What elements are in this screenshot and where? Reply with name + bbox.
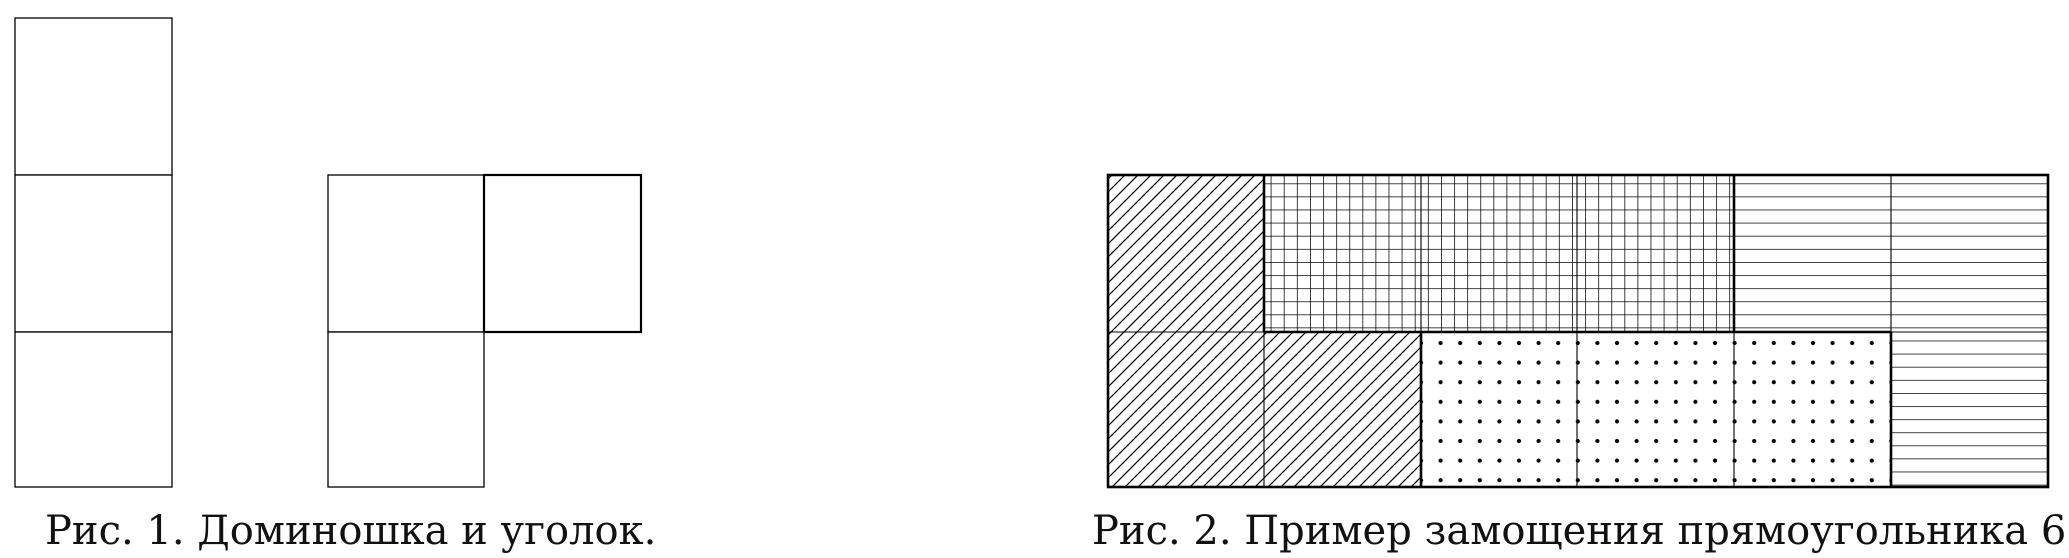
corner-cell: [482, 173, 643, 334]
figure-2: Рис. 2. Пример замощения прямоугольника …: [1092, 173, 2069, 554]
figure-2-caption: Рис. 2. Пример замощения прямоугольника …: [1092, 508, 2069, 554]
corner-cell: [327, 174, 485, 333]
domino-cell: [14, 174, 173, 333]
tile-boundaries: [1106, 173, 2050, 489]
corner-cell: [327, 331, 485, 488]
tile-grid-fill: [1264, 175, 1734, 332]
corner-shape: [327, 173, 643, 488]
figure-1: Рис. 1. Доминошка и уголок.: [14, 17, 656, 554]
tiling-rectangle: [1106, 173, 2050, 489]
tile-diagonal-fill: [1108, 175, 1264, 332]
tile-dots-fill: [1421, 332, 1891, 487]
figure-1-caption: Рис. 1. Доминошка и уголок.: [45, 508, 656, 554]
domino-shape: [14, 17, 173, 488]
domino-cell: [14, 17, 173, 176]
domino-cell: [14, 331, 173, 488]
tile-horizontal-fill: [1891, 332, 2048, 487]
